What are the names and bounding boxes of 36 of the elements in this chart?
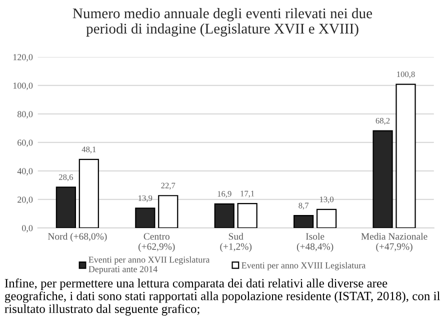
data-label: 48,1: [82, 146, 96, 154]
y-tick-label: 80,0: [18, 111, 33, 119]
x-tick-label: Centro (+62,9%): [138, 233, 175, 252]
data-label: 13,9: [138, 195, 152, 202]
data-label: 16,9: [218, 191, 232, 198]
data-label: 100,8: [397, 71, 415, 78]
bar: [135, 208, 156, 228]
legend-label: Eventi per anno XVIII Legislatura: [242, 262, 366, 270]
x-tick-label: Isole (+48,4%): [296, 232, 334, 252]
data-label: 17,1: [240, 190, 254, 198]
bar: [78, 158, 99, 228]
data-label: 22,7: [161, 182, 176, 190]
x-tick-label: Sud (+1,2%): [220, 232, 252, 252]
bar: [158, 195, 178, 228]
y-tick-label: 0,0: [22, 225, 33, 232]
data-label: 13,0: [320, 196, 334, 204]
y-tick-label: 40,0: [17, 168, 33, 176]
y-tick-label: 100,0: [13, 82, 33, 90]
bar: [237, 203, 258, 228]
bar: [56, 186, 76, 228]
x-tick-label: Media Nazionale (+47,9%): [361, 232, 428, 252]
bar: [372, 130, 393, 228]
chart-title: Numero medio annuale degli eventi rilevati nei due periodi di indagine (Legislature XVII e XVIII): [72, 8, 372, 37]
data-label: 28,6: [59, 174, 73, 182]
data-label: 8,7: [298, 202, 309, 210]
x-tick-label: Nord (+68,0%): [48, 232, 107, 242]
bar: [396, 84, 416, 228]
bar: [294, 215, 314, 228]
data-label: 68,2: [376, 118, 390, 125]
y-tick-label: 120,0: [13, 54, 33, 62]
y-tick-label: 60,0: [18, 140, 33, 148]
bar: [316, 208, 337, 228]
text: Infine, per permettere una lettura comparata dei dati relativi alle diverse aree geografiche, i dati sono stati rapportati alla popolazione residente (ISTAT, 2018), con il risultato illustrato dal seguente grafico;: [4, 278, 440, 316]
legend-label: Eventi per anno XVII Legislatura Depurati ante 2014: [88, 256, 210, 274]
bar: [214, 203, 234, 228]
y-tick-label: 20,0: [18, 196, 33, 204]
